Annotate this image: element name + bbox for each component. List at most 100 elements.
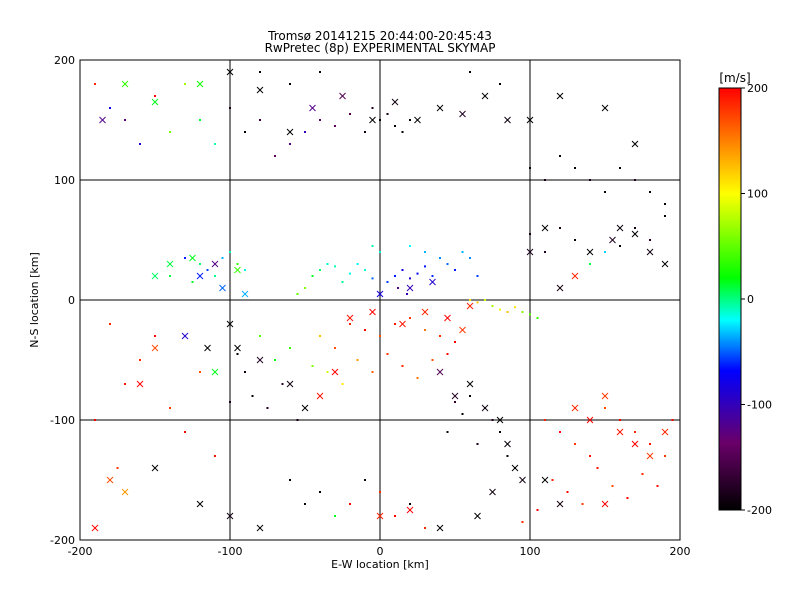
- scatter-dot: [406, 293, 408, 295]
- scatter-cross: [661, 260, 669, 268]
- scatter-dot: [319, 491, 321, 493]
- scatter-cross: [99, 116, 106, 124]
- scatter-dot: [491, 305, 494, 307]
- scatter-dot: [559, 155, 561, 157]
- scatter-dot: [266, 407, 269, 409]
- scatter-cross: [489, 488, 496, 496]
- scatter-dot: [589, 263, 591, 265]
- scatter-cross: [519, 476, 526, 484]
- scatter-dot: [386, 353, 389, 355]
- x-tick-label: 100: [520, 545, 541, 558]
- scatter-cross: [616, 428, 624, 436]
- scatter-dot: [656, 485, 659, 487]
- scatter-cross: [391, 98, 399, 106]
- scatter-dot: [514, 306, 516, 309]
- scatter-dot: [634, 179, 636, 181]
- scatter-dot: [491, 419, 494, 421]
- scatter-cross: [309, 104, 316, 112]
- scatter-cross: [286, 128, 294, 136]
- scatter-dot: [289, 83, 291, 85]
- scatter-dot: [244, 371, 246, 373]
- scatter-dot: [604, 407, 606, 409]
- scatter-dot: [649, 239, 651, 241]
- scatter-dot: [476, 301, 479, 304]
- scatter-dot: [431, 359, 434, 361]
- scatter-cross: [466, 302, 474, 310]
- scatter-dot: [154, 335, 156, 337]
- scatter-dot: [424, 265, 426, 268]
- scatter-dot: [521, 311, 524, 313]
- scatter-dot: [484, 299, 486, 301]
- scatter-dot: [574, 239, 576, 241]
- scatter-cross: [121, 80, 129, 88]
- x-axis-label: E-W location [km]: [331, 558, 429, 571]
- scatter-dot: [544, 251, 546, 253]
- scatter-dot: [469, 71, 471, 73]
- scatter-dot: [529, 167, 531, 169]
- y-tick-label: -100: [50, 414, 75, 427]
- colorbar-tick-label: 100: [747, 188, 768, 201]
- scatter-dot: [296, 419, 299, 421]
- scatter-cross: [331, 368, 339, 376]
- scatter-cross: [369, 116, 376, 124]
- scatter-dot: [664, 455, 666, 457]
- scatter-dot: [236, 353, 239, 355]
- scatter-cross: [601, 392, 609, 400]
- scatter-cross: [661, 428, 669, 436]
- scatter-dot: [319, 119, 321, 121]
- scatter-cross: [376, 512, 384, 520]
- scatter-dot: [184, 257, 186, 259]
- scatter-cross: [189, 254, 196, 262]
- scatter-dot: [589, 455, 591, 457]
- scatter-dot: [626, 497, 629, 499]
- scatter-dot: [334, 515, 336, 517]
- scatter-dot: [664, 215, 666, 217]
- colorbar-tick-label: -200: [747, 504, 772, 517]
- scatter-cross: [286, 380, 294, 388]
- scatter-cross: [181, 332, 189, 340]
- scatter-dot: [139, 143, 141, 145]
- scatter-dot: [409, 277, 411, 280]
- scatter-cross: [556, 284, 564, 292]
- scatter-dot: [431, 275, 434, 277]
- scatter-dot: [349, 323, 351, 325]
- scatter-dot: [454, 401, 456, 403]
- scatter-dot: [521, 521, 524, 523]
- scatter-dot: [499, 431, 501, 433]
- scatter-dot: [371, 107, 374, 109]
- scatter-dot: [379, 491, 381, 493]
- scatter-dot: [566, 491, 569, 493]
- scatter-cross: [511, 464, 519, 472]
- scatter-dot: [589, 179, 591, 181]
- scatter-cross: [541, 476, 549, 484]
- scatter-cross: [601, 104, 609, 112]
- scatter-dot: [386, 281, 389, 283]
- scatter-dot: [581, 503, 584, 505]
- scatter-dot: [574, 167, 576, 169]
- scatter-dot: [506, 311, 509, 313]
- scatter-dot: [397, 287, 399, 289]
- scatter-cross: [504, 116, 511, 124]
- scatter-dot: [409, 245, 411, 247]
- scatter-dot: [461, 413, 464, 415]
- scatter-cross: [406, 284, 414, 292]
- scatter-cross: [526, 248, 534, 256]
- scatter-dot: [94, 83, 96, 85]
- axis-ticks: -200 -100 0 100 200 -200 -100 0 100 200: [50, 54, 690, 558]
- scatter-dot: [229, 401, 231, 403]
- scatter-cross: [526, 116, 534, 124]
- scatter-cross: [91, 524, 99, 532]
- scatter-dot: [199, 371, 201, 373]
- scatter-dot: [536, 317, 539, 319]
- scatter-dot: [401, 269, 404, 271]
- scatter-dot: [574, 443, 576, 445]
- scatter-dot: [349, 272, 351, 275]
- scatter-dot: [386, 113, 389, 115]
- x-tick-label: 200: [670, 545, 691, 558]
- scatter-dot: [311, 275, 314, 277]
- scatter-dot: [94, 419, 96, 421]
- scatter-dot: [206, 269, 209, 271]
- scatter-cross: [204, 344, 211, 352]
- scatter-cross: [226, 68, 234, 76]
- scatter-cross: [631, 440, 639, 448]
